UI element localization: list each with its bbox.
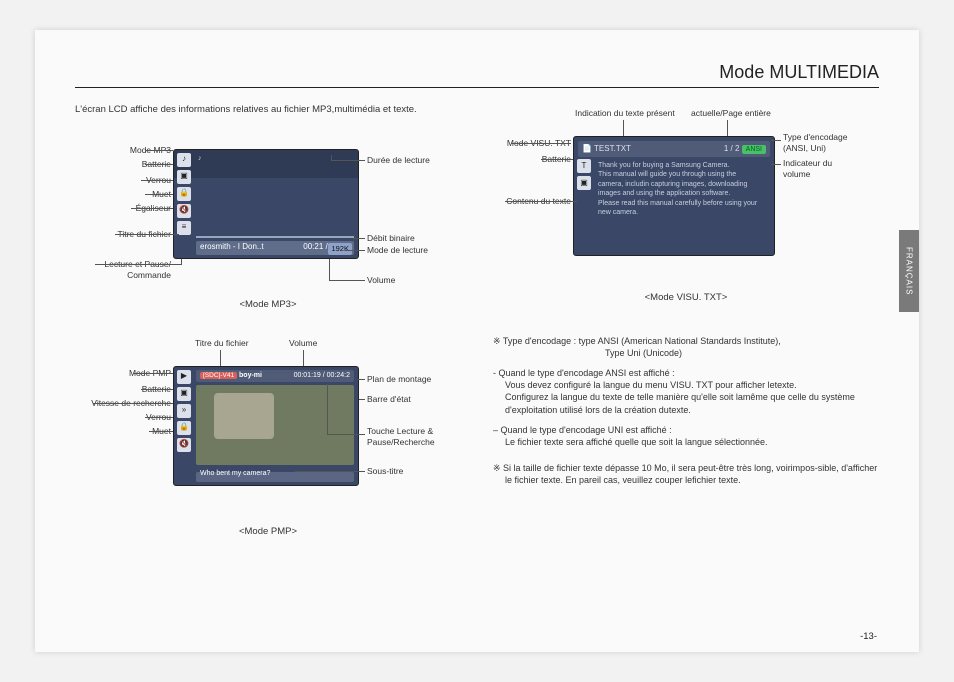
para-uni: – Quand le type d'encodage UNI est affic… [493,424,879,448]
para-filesize: ※ Si la taille de fichier texte dépasse … [493,462,879,486]
pmp-tag: [SDC]-V41 [200,372,237,379]
right-column: Indication du texte présent actuelle/Pag… [493,104,879,538]
pmp-subtitle: Who bent my camera? [200,469,270,478]
mute-icon: 🔇 [177,438,191,452]
label-txt-encoding: Type d'encodage (ANSI, Uni) [783,132,847,155]
txt-screen: 📄 TEST.TXT 1 / 2 ANSI T ▣ Thank you for … [573,136,775,256]
label-equalizer: Égaliseur [136,203,171,214]
mp3-bitrate: 192K [328,243,352,255]
label-play-duration: Durée de lecture [367,155,430,166]
pmp-file: boy-mi [239,372,262,379]
language-tab: FRANÇAIS [899,230,919,312]
label-pmp-search: Vitesse de recherche [91,398,171,409]
lock-icon: 🔒 [177,187,191,201]
battery-icon: ▣ [177,170,191,184]
label-txt-indication: Indication du texte présent [575,108,675,119]
label-lock: Verrou [146,175,171,186]
label-txt-battery: Batterie [542,154,571,165]
page: Mode MULTIMEDIA FRANÇAIS L'écran LCD aff… [35,30,919,652]
mp3-icon-column: ♪ ▣ 🔒 🔇 ≡ [177,153,193,235]
txt-caption: <Mode VISU. TXT> [493,292,879,305]
text-icon: T [577,159,591,173]
label-mode-mp3: Mode MP3 [130,145,171,156]
label-play-pause: Lecture et Pause/ Commande [104,259,171,282]
label-pmp-file-title: Titre du fichier [195,338,249,349]
label-file-title: Titre du fichier [117,229,171,240]
para-ansi: - Quand le type d'encodage ANSI est affi… [493,367,879,416]
lock-icon: 🔒 [177,421,191,435]
battery-icon: ▣ [577,176,591,190]
txt-page-count: 1 / 2 [724,144,740,153]
txt-header: 📄 TEST.TXT 1 / 2 ANSI [578,141,770,157]
mp3-figure: ♪ ♪ ▣ 🔒 🔇 ≡ erosmith - I Don..t 00:21 / … [75,131,461,291]
pmp-header-bar: [SDC]-V41 boy-mi 00:01:19 / 00:24:2 [196,370,354,382]
pmp-time: 00:01:19 / 00:24:2 [294,371,350,380]
search-speed-icon: » [177,404,191,418]
label-pmp-subtitle: Sous-titre [367,466,403,477]
txt-icon-column: T ▣ [577,159,593,190]
label-txt-page: actuelle/Page entière [691,108,771,119]
label-bitrate: Débit binaire [367,233,415,244]
mp3-screen: ♪ ♪ ▣ 🔒 🔇 ≡ erosmith - I Don..t 00:21 / … [173,149,359,259]
left-column: L'écran LCD affiche des informations rel… [75,104,461,538]
label-txt-volume: Indicateur du volume [783,158,832,181]
intro-text: L'écran LCD affiche des informations rel… [75,104,461,117]
label-play-mode: Mode de lecture [367,245,428,256]
label-txt-content: Contenu du texte [506,196,571,207]
pmp-figure: Titre du fichier Volume ▶ ▣ » 🔒 🔇 [SDC]-… [75,338,461,518]
pmp-thumbnail [196,385,354,465]
label-pmp-status: Barre d'état [367,394,411,405]
battery-icon: ▣ [177,387,191,401]
equalizer-icon: ≡ [177,221,191,235]
txt-file-name: TEST.TXT [594,144,631,153]
pmp-screen: ▶ ▣ » 🔒 🔇 [SDC]-V41 boy-mi 00:01:19 / 00… [173,366,359,486]
page-number: -13- [860,631,877,642]
page-title: Mode MULTIMEDIA [75,62,879,88]
label-battery: Batterie [142,159,171,170]
label-pmp-plan: Plan de montage [367,374,431,385]
music-icon: ♪ [177,153,191,167]
label-volume: Volume [367,275,395,286]
label-pmp-playpause: Touche Lecture & Pause/Recherche [367,426,435,449]
txt-figure: Indication du texte présent actuelle/Pag… [493,114,879,284]
para-encoding-types: ※ Type d'encodage : type ANSI (American … [493,335,879,359]
mute-icon: 🔇 [177,204,191,218]
pmp-caption: <Mode PMP> [75,526,461,539]
label-pmp-volume: Volume [289,338,317,349]
label-txt-mode: Mode VISU. TXT [507,138,571,149]
pmp-icon-column: ▶ ▣ » 🔒 🔇 [177,370,193,452]
mp3-file-title: erosmith - I Don..t [200,242,264,253]
label-pmp-lock: Verrou [146,412,171,423]
label-pmp-battery: Batterie [142,384,171,395]
label-pmp-mute: Muet [152,426,171,437]
txt-encoding-badge: ANSI [742,145,766,154]
label-pmp-mode: Mode PMP [129,368,171,379]
play-icon: ▶ [177,370,191,384]
label-mute: Muet [152,189,171,200]
txt-body: Thank you for buying a Samsung Camera. T… [598,161,768,249]
mp3-caption: <Mode MP3> [75,299,461,312]
